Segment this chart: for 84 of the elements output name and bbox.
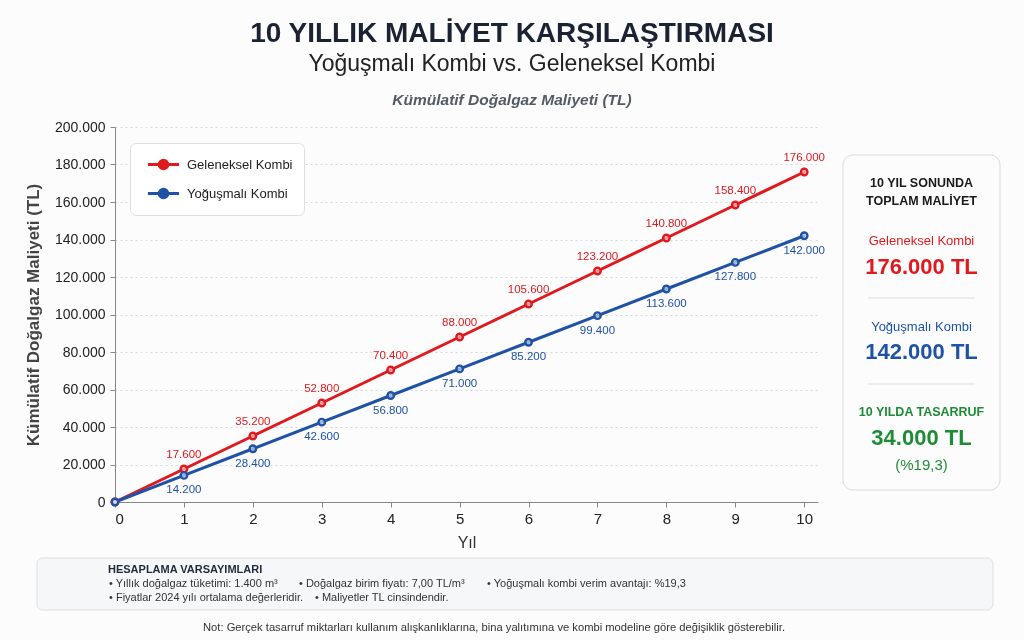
- chart-subtitle: Yoğuşmalı Kombi vs. Geleneksel Kombi: [308, 50, 716, 76]
- text: (%19,3): [895, 456, 948, 473]
- point: [661, 284, 671, 294]
- x-tick-label: 10: [796, 509, 814, 527]
- point: [248, 431, 258, 441]
- point: [248, 444, 258, 454]
- point: [455, 364, 465, 374]
- point: [593, 311, 602, 321]
- y-tick-label: 60.000: [62, 381, 106, 397]
- data-label: 99.400: [579, 323, 616, 336]
- point: [799, 167, 809, 177]
- data-label: 127.800: [714, 270, 757, 283]
- x-tick-label: 0: [115, 509, 124, 527]
- point: [386, 391, 396, 400]
- data-label: 176.000: [783, 151, 825, 163]
- x-tick-label: 1: [180, 509, 189, 527]
- text: • Doğalgaz birim fiyatı: 7,00 TL/m³: [299, 577, 465, 589]
- text: Yoğuşmalı Kombi: [871, 319, 972, 334]
- x-tick-label: 2: [249, 509, 258, 527]
- legend-label: Yoğuşmalı Kombi: [187, 185, 288, 201]
- point: [386, 365, 396, 375]
- data-label: 88.000: [442, 316, 478, 328]
- y-tick-label: 120.000: [54, 268, 106, 285]
- text: • Yıllık doğalgaz tüketimi: 1.400 m³: [109, 577, 279, 589]
- x-tick-label: 8: [662, 509, 672, 527]
- y-tick-label: 160.000: [54, 193, 106, 210]
- y-tick-label: 80.000: [62, 343, 106, 360]
- data-label: 52.800: [304, 382, 340, 394]
- y-tick-label: 200.000: [54, 118, 106, 135]
- point: [317, 398, 327, 408]
- data-label: 70.400: [373, 349, 409, 361]
- text: • Maliyetler TL cinsindendir.: [315, 591, 449, 603]
- x-tick-label: 6: [524, 509, 534, 527]
- text: 34.000 TL: [871, 425, 972, 450]
- y-tick-label: 20.000: [62, 456, 106, 472]
- data-label: 123.200: [576, 250, 619, 262]
- text: TOPLAM MALİYET: [866, 193, 978, 208]
- y-tick-label: 180.000: [54, 156, 106, 172]
- point: [593, 266, 602, 276]
- point: [524, 337, 533, 347]
- data-label: 56.800: [373, 403, 409, 416]
- data-label: 28.400: [235, 456, 271, 469]
- y-tick-label: 40.000: [62, 418, 106, 435]
- text: Geleneksel Kombi: [868, 233, 975, 248]
- data-label: 85.200: [510, 350, 547, 363]
- text: HESAPLAMA VARSAYIMLARI: [108, 563, 263, 575]
- data-label: 17.600: [166, 448, 202, 460]
- data-label: 35.200: [235, 415, 271, 427]
- x-tick-label: 9: [731, 509, 740, 527]
- y-tick-label: 140.000: [54, 231, 106, 247]
- data-label: 158.400: [714, 184, 757, 196]
- x-axis-title: Yıl: [457, 533, 477, 551]
- text: Not: Gerçek tasarruf miktarları kullanım alışkanlıklarına, bina yalıtımına ve kombi modeline göre değişiklik gösterebilir.: [203, 621, 785, 633]
- data-label: 42.600: [304, 430, 340, 443]
- text: Kümülatif Doğalgaz Maliyeti (TL): [392, 91, 632, 108]
- data-label: 14.200: [166, 483, 202, 496]
- data-label: 105.600: [507, 283, 550, 295]
- data-label: 140.800: [645, 217, 688, 229]
- point: [524, 299, 533, 309]
- text: • Fiyatlar 2024 yılı ortalama değerleridir.: [109, 591, 303, 603]
- x-tick-label: 4: [387, 509, 396, 527]
- point: [455, 332, 465, 342]
- x-tick-label: 3: [318, 509, 327, 527]
- x-tick-label: 5: [455, 509, 465, 527]
- y-axis-title: Kümülatif Doğalgaz Maliyeti (TL): [23, 183, 43, 447]
- text: • Yoğuşmalı kombi verim avantajı: %19,3: [487, 577, 686, 589]
- data-label: 113.600: [646, 297, 687, 309]
- text: 10 YIL SONUNDA: [869, 176, 974, 190]
- text: 176.000 TL: [865, 254, 978, 279]
- data-label: 71.000: [442, 376, 478, 389]
- point: [179, 470, 189, 480]
- chart-title: 10 YILLIK MALİYET KARŞILAŞTIRMASI: [250, 17, 774, 48]
- y-tick-label: 100.000: [54, 306, 106, 322]
- point: [799, 231, 809, 241]
- y-tick-label: 0: [97, 493, 106, 510]
- data-label: 142.000: [783, 243, 825, 256]
- point: [661, 233, 671, 243]
- legend-label: Geleneksel Kombi: [187, 156, 293, 172]
- point: [730, 257, 740, 267]
- point: [730, 200, 740, 210]
- x-tick-label: 7: [593, 509, 603, 527]
- text: 142.000 TL: [865, 339, 978, 364]
- text: 10 YILDA TASARRUF: [858, 405, 985, 419]
- point: [317, 417, 327, 427]
